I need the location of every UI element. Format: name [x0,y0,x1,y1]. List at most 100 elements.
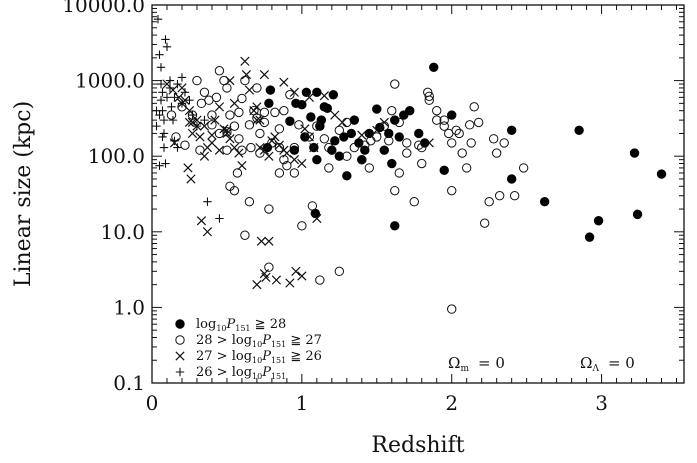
data-point-open-circle [289,142,300,153]
data-point-filled-circle [372,104,382,114]
data-point-cross [240,56,250,66]
data-point-plus [162,42,172,51]
data-point-cross [234,148,244,158]
y-tick-label: 1.0 [113,295,145,319]
data-point-open-circle [244,120,255,130]
data-point-open-circle [491,148,502,158]
data-point-open-circle [319,134,330,144]
data-point-cross [184,117,195,128]
data-point-open-circle [384,136,394,146]
tick-labels: 0 1 2 3 0.1 1.0 10.0 100.0 1000.0 10000.0 [62,0,608,415]
data-point-filled-circle [384,128,394,139]
data-point-open-circle [387,105,397,116]
data-point-filled-circle [334,151,345,161]
data-point-plus [168,115,178,125]
data-point-cross [195,132,205,142]
data-point-cross [225,75,235,86]
data-point-filled-circle [285,116,295,126]
data-point-open-circle [518,163,529,173]
data-point-cross [229,142,240,153]
data-point-cross [192,115,202,125]
data-point-open-circle [469,102,479,112]
data-point-open-circle [246,142,256,153]
data-point-cross [297,271,307,281]
data-point-cross [255,142,265,153]
data-point-open-circle [225,110,235,120]
data-point-filled-circle [629,148,640,158]
data-point-cross [187,128,198,139]
data-point-plus [215,214,224,223]
data-point-cross [319,91,329,101]
data-point-open-circle [509,191,520,201]
x-tick-label: 2 [445,391,458,415]
data-point-plus [167,102,176,112]
data-point-cross [259,69,270,80]
data-point-cross [300,124,310,134]
y-tick-label: 100.0 [88,144,145,168]
data-point-filled-circle [315,121,325,131]
data-point-plus [161,159,170,168]
data-point-cross [210,115,220,125]
data-point-cross [304,92,314,102]
data-point-filled-circle [312,87,322,98]
data-point-filled-circle [656,169,667,179]
data-point-cross [264,151,274,161]
data-point-open-circle [484,197,494,207]
data-point-cross [309,142,319,153]
data-point-cross [202,227,213,237]
data-point-open-circle [360,140,370,150]
data-point-cross [249,106,259,116]
legend-label: 28 > log10P151 ≧ 27 [196,333,322,349]
data-point-open-circle [334,125,345,136]
data-point-open-circle [334,266,345,277]
data-point-cross [255,115,265,125]
data-point-open-circle [237,93,247,104]
data-point-open-circle [199,87,210,98]
y-tick-label: 1000.0 [75,69,145,93]
data-point-open-circle [234,134,244,144]
data-point-filled-circle [632,209,643,220]
data-point-cross [289,155,299,165]
data-point-open-circle [394,168,404,178]
data-point-filled-circle [429,62,439,72]
data-point-filled-circle [264,98,274,109]
data-point-filled-circle [339,132,349,142]
data-point-open-circle [366,136,376,146]
data-point-plus [158,88,167,97]
data-point-open-circle [488,134,499,144]
data-point-open-circle [417,142,427,153]
data-point-open-circle [439,121,449,131]
data-point-cross [252,115,262,125]
data-point-plus [155,110,164,120]
data-point-filled-circle [379,145,389,155]
data-point-open-circle [222,83,232,93]
data-point-plus [200,115,209,125]
data-point-open-circle [279,105,289,116]
data-point-open-circle [364,163,374,173]
data-point-filled-circle [405,105,415,116]
data-point-cross [312,213,322,224]
data-point-filled-circle [506,125,517,136]
data-point-open-circle [240,230,250,240]
legend-label: 26 > log10P151 [196,365,286,381]
data-point-filled-circle [390,115,400,125]
data-point-cross [297,158,307,169]
data-point-open-circle [285,90,295,100]
data-point-open-circle [424,91,434,101]
data-point-cross [289,87,299,97]
data-point-cross [222,125,232,135]
data-point-plus [153,14,163,24]
data-point-open-circle [229,121,240,131]
data-point-open-circle [447,304,457,314]
data-point-cross [196,216,207,226]
data-point-cross [357,130,367,140]
data-point-plus [188,110,197,120]
data-point-filled-circle [346,128,357,139]
data-point-open-circle [324,163,334,173]
data-point-open-circle [457,148,467,158]
x-axis-title: Redshift [371,433,464,458]
x-tick-label: 1 [295,391,308,415]
data-point-filled-circle [447,110,457,120]
data-point-cross [241,69,252,80]
